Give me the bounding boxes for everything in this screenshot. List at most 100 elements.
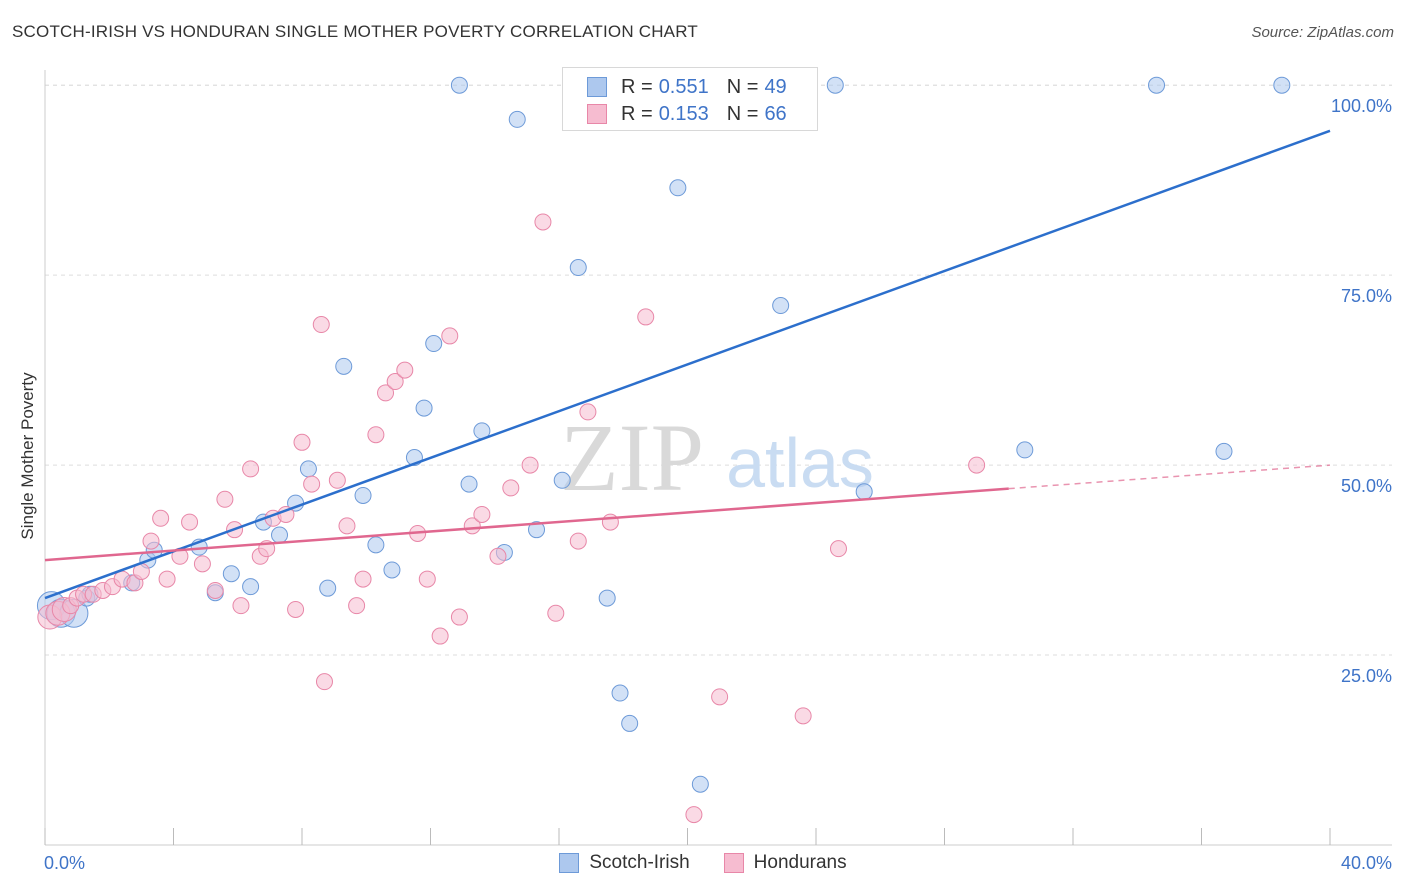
- legend-n-label: N =: [726, 75, 759, 98]
- honduran-point: [968, 456, 986, 474]
- legend-item-scotch-irish[interactable]: Scotch-Irish: [559, 852, 690, 874]
- honduran-point: [348, 597, 366, 615]
- honduran-point: [794, 707, 812, 725]
- legend-swatch-pink: [587, 104, 607, 124]
- legend-r-label: R =: [621, 102, 653, 125]
- honduran-trend-line: [44, 487, 1009, 562]
- honduran-point: [206, 581, 224, 599]
- scotch-irish-point: [1215, 442, 1233, 460]
- legend-r-label: R =: [621, 75, 653, 98]
- honduran-point: [312, 316, 330, 334]
- scotch-irish-point: [1148, 76, 1166, 94]
- legend-label-scotch-irish: Scotch-Irish: [589, 852, 690, 873]
- grid-lines: [45, 84, 1392, 656]
- honduran-point: [396, 361, 414, 379]
- honduran-point: [601, 513, 619, 531]
- watermark-zip: ZIP: [560, 404, 704, 511]
- chart-title: SCOTCH-IRISH VS HONDURAN SINGLE MOTHER P…: [12, 22, 698, 41]
- scotch-irish-point: [222, 565, 240, 583]
- y-tick-label: 25.0%: [1341, 666, 1392, 686]
- scotch-irish-point: [508, 110, 526, 128]
- honduran-point: [521, 456, 539, 474]
- honduran-point: [489, 547, 507, 565]
- scotch-irish-point: [425, 335, 443, 353]
- honduran-point: [232, 597, 250, 615]
- honduran-point: [328, 471, 346, 489]
- scotch-irish-point: [299, 460, 317, 478]
- trend-lines: [44, 129, 1331, 600]
- honduran-point: [637, 308, 655, 326]
- scotch-irish-trend-line: [44, 129, 1331, 600]
- scotch-irish-point: [1273, 76, 1291, 94]
- x-tick-label-min: 0.0%: [44, 853, 85, 873]
- series-legend: Scotch-Irish Hondurans: [0, 852, 1406, 874]
- honduran-point: [287, 600, 305, 618]
- scotch-irish-point: [598, 589, 616, 607]
- honduran-point: [685, 806, 703, 824]
- legend-r-value: 0.551: [658, 75, 709, 98]
- honduran-point: [547, 604, 565, 622]
- scotch-irish-point: [826, 76, 844, 94]
- scotch-irish-point: [553, 471, 571, 489]
- honduran-point: [193, 555, 211, 573]
- honduran-point: [242, 460, 260, 478]
- scotch-irish-point: [271, 526, 289, 544]
- honduran-point: [303, 475, 321, 493]
- honduran-point: [386, 373, 404, 391]
- honduran-point: [158, 570, 176, 588]
- watermark-atlas: atlas: [726, 424, 874, 502]
- scotch-irish-point: [367, 536, 385, 554]
- scotch-irish-point: [450, 76, 468, 94]
- honduran-point: [579, 403, 597, 421]
- scotch-irish-point: [1016, 441, 1034, 459]
- scotch-irish-point: [855, 483, 873, 501]
- legend-label-hondurans: Hondurans: [753, 852, 847, 873]
- honduran-point: [431, 627, 449, 645]
- x-tick-label-max: 40.0%: [1341, 853, 1392, 873]
- honduran-point: [450, 608, 468, 626]
- axis-labels: Single Mother Poverty 0.0% 40.0% 25.0% 50…: [18, 96, 1392, 873]
- honduran-point: [216, 490, 234, 508]
- watermark: ZIP atlas: [560, 404, 874, 511]
- scotch-irish-point: [242, 578, 260, 596]
- scotch-irish-point: [319, 579, 337, 597]
- honduran-point: [354, 570, 372, 588]
- honduran-point: [293, 433, 311, 451]
- legend-swatch-blue: [559, 853, 580, 873]
- scotch-irish-point: [383, 561, 401, 579]
- scotch-irish-point: [415, 399, 433, 417]
- honduran-point: [418, 570, 436, 588]
- scotch-irish-point: [611, 684, 629, 702]
- honduran-point: [711, 688, 729, 706]
- scotch-irish-point: [691, 775, 709, 793]
- legend-row-scotch-irish: R = 0.551 N = 49: [587, 74, 787, 100]
- y-tick-label: 50.0%: [1341, 476, 1392, 496]
- legend-swatch-blue: [587, 77, 607, 97]
- honduran-point: [829, 540, 847, 558]
- honduran-point: [473, 505, 491, 523]
- y-axis-label: Single Mother Poverty: [18, 372, 37, 540]
- legend-n-value: 66: [764, 102, 787, 125]
- y-tick-label: 100.0%: [1331, 96, 1392, 116]
- chart-source: Source: ZipAtlas.com: [1251, 24, 1394, 41]
- honduran-point: [152, 509, 170, 527]
- legend-n-label: N =: [726, 102, 759, 125]
- honduran-point: [315, 673, 333, 691]
- honduran-point: [534, 213, 552, 231]
- scotch-irish-point: [354, 486, 372, 504]
- scotch-irish-point: [669, 179, 687, 197]
- scotch-irish-point: [335, 357, 353, 375]
- y-tick-label: 75.0%: [1341, 286, 1392, 306]
- legend-swatch-pink: [723, 853, 744, 873]
- honduran-point: [142, 532, 160, 550]
- legend-row-hondurans: R = 0.153 N = 66: [587, 101, 787, 127]
- honduran-point: [367, 426, 385, 444]
- scotch-irish-point: [772, 297, 790, 315]
- legend-r-value: 0.153: [658, 102, 709, 125]
- honduran-point: [338, 517, 356, 535]
- honduran-point: [377, 384, 395, 402]
- correlation-legend: R = 0.551 N = 49 R = 0.153 N = 66: [562, 67, 818, 131]
- honduran-point: [181, 513, 199, 531]
- legend-item-hondurans[interactable]: Hondurans: [723, 852, 847, 874]
